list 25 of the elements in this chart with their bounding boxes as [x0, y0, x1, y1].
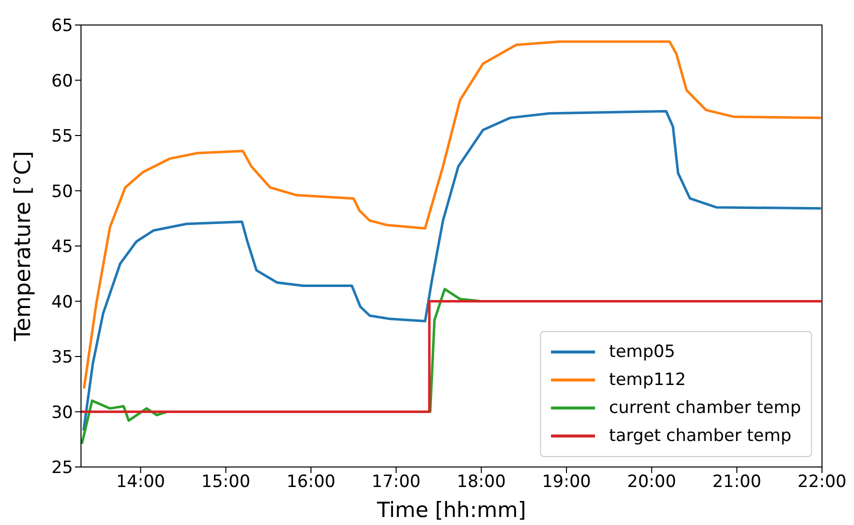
y-tick-label: 55: [51, 126, 73, 147]
x-tick-label: 17:00: [372, 472, 421, 492]
y-tick-label: 25: [51, 458, 73, 478]
x-tick-label: 18:00: [456, 472, 506, 492]
y-tick-label: 45: [51, 237, 73, 258]
y-tick-label: 30: [51, 402, 73, 423]
x-tick-label: 22:00: [798, 472, 846, 492]
y-tick-label: 50: [51, 182, 73, 202]
x-tick-label: 15:00: [201, 472, 250, 492]
x-tick-label: 14:00: [116, 472, 166, 492]
y-tick-label: 40: [51, 292, 73, 312]
line-series: [82, 40, 822, 390]
y-tick-label: 65: [51, 16, 73, 36]
legend-label: target chamber temp: [609, 426, 792, 446]
x-tick-label: 21:00: [712, 472, 762, 492]
y-tick-label: 60: [51, 71, 73, 92]
x-tick-label: 19:00: [542, 472, 591, 492]
legend-label: temp112: [609, 370, 686, 390]
legend-label: temp05: [609, 342, 676, 362]
x-axis-title: Time [hh:mm]: [376, 498, 526, 522]
x-tick-label: 20:00: [627, 472, 676, 492]
y-axis-title: Temperature [°C]: [11, 151, 36, 342]
y-tick-label: 35: [51, 348, 73, 368]
x-tick-label: 16:00: [286, 472, 336, 492]
legend-label: current chamber temp: [609, 398, 801, 418]
